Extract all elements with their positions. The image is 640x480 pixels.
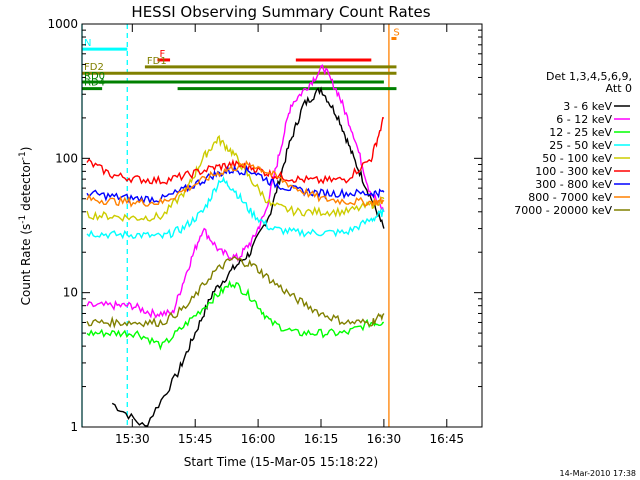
y-tick-label-1: 10 (63, 286, 78, 300)
legend-label-0: 3 - 6 keV (563, 100, 612, 113)
x-tick-label-5: 16:45 (429, 432, 464, 446)
legend-title-2: Att 0 (606, 82, 632, 95)
series-line-1 (86, 64, 385, 319)
y-axis-label: Count Rate (s-1 detector-1) (18, 147, 33, 306)
flag-label-f: F (159, 49, 165, 60)
chart-title: HESSI Observing Summary Count Rates (131, 3, 430, 21)
legend-title-1: Det 1,3,4,5,6,9, (546, 70, 632, 83)
series-line-7 (86, 159, 385, 208)
series-line-8 (86, 256, 385, 329)
legend-label-8: 7000 - 20000 keV (514, 204, 612, 217)
x-tick-label-4: 16:30 (367, 432, 402, 446)
legend-label-3: 25 - 50 keV (549, 139, 612, 152)
x-tick-label-0: 15:30 (115, 432, 150, 446)
y-tick-label-2: 100 (55, 151, 78, 165)
flag-label-n: N (84, 38, 91, 49)
y-axis-ticks: 1 10 100 1000 (47, 17, 482, 434)
x-axis-ticks: 15:30 15:45 16:00 16:15 16:30 16:45 (115, 24, 464, 446)
flag-label-s: S (393, 27, 399, 38)
series-line-0 (111, 86, 385, 427)
series-line-2 (86, 280, 384, 351)
series-layer (86, 64, 385, 427)
plot-frame (81, 23, 483, 428)
series-line-4 (86, 134, 385, 222)
legend-label-6: 300 - 800 keV (535, 178, 612, 191)
legend-label-4: 50 - 100 keV (542, 152, 612, 165)
legend-label-5: 100 - 300 keV (535, 165, 612, 178)
flag-label-rd4: RD4 (84, 78, 105, 89)
y-tick-label-3: 1000 (47, 17, 78, 31)
flag-label-fd2: FD2 (84, 62, 104, 73)
x-tick-label-3: 16:15 (304, 432, 339, 446)
series-line-6 (86, 164, 385, 205)
footer-date: 14-Mar-2010 17:38 (560, 469, 637, 478)
legend-label-7: 800 - 7000 keV (528, 191, 612, 204)
legend-label-1: 6 - 12 keV (556, 113, 612, 126)
series-line-5 (86, 117, 384, 185)
legend-label-2: 12 - 25 keV (549, 126, 612, 139)
series-line-3 (86, 175, 385, 240)
y-tick-label-0: 1 (70, 420, 78, 434)
x-axis-label: Start Time (15-Mar-05 15:18:22) (184, 455, 378, 469)
x-tick-label-1: 15:45 (178, 432, 213, 446)
flag-label-rd0: RD0 (84, 71, 105, 82)
x-tick-label-2: 16:00 (241, 432, 276, 446)
flag-label-fd1: FD1 (147, 56, 167, 67)
